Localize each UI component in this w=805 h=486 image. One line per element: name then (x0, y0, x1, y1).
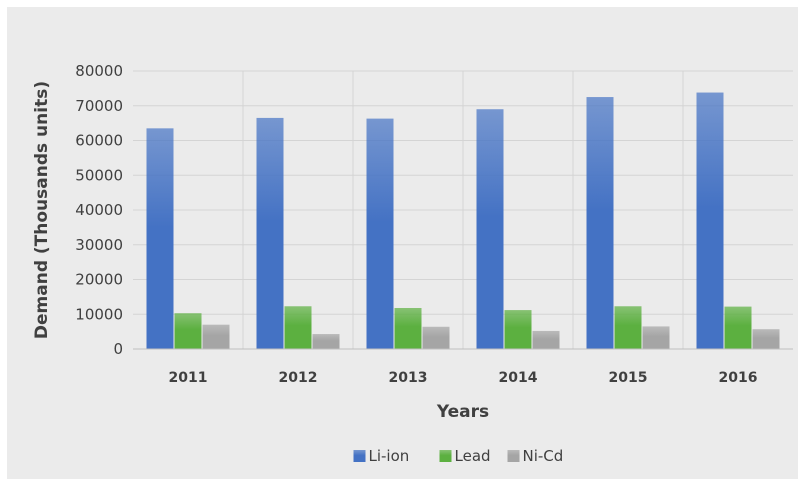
x-tick-label: 2016 (719, 370, 758, 386)
bar-ni-cd-2011 (202, 324, 230, 349)
y-tick-label: 60000 (75, 132, 123, 150)
y-tick-label: 20000 (75, 271, 123, 289)
bar-li-ion-2013 (366, 118, 394, 349)
y-tick-label: 10000 (75, 305, 123, 323)
legend-label: Ni-Cd (523, 447, 564, 465)
tick-labels: 0 10000 20000 30000 40000 50000 60000 70000 8000… (75, 62, 757, 386)
bar-lead-2011 (174, 313, 202, 349)
x-axis-title: Years (436, 402, 489, 422)
bars (146, 92, 780, 350)
bar-ni-cd-2015 (642, 326, 670, 349)
bar-li-ion-2012 (256, 117, 284, 349)
bar-lead-2013 (394, 307, 422, 349)
legend-swatch (439, 450, 452, 462)
y-tick-label: 30000 (75, 236, 123, 254)
bar-lead-2012 (284, 306, 312, 349)
x-tick-label: 2015 (609, 370, 648, 386)
legend-item-ni-cd[interactable]: Ni-Cd (507, 447, 564, 465)
legend-swatch (507, 450, 520, 462)
bar-li-ion-2016 (696, 92, 724, 350)
x-tick-label: 2011 (169, 370, 208, 386)
bar-ni-cd-2012 (312, 334, 340, 349)
y-tick-label: 70000 (75, 97, 123, 115)
legend-label: Lead (455, 447, 491, 465)
bar-chart: 0 10000 20000 30000 40000 50000 60000 70000 8000… (32, 62, 793, 465)
bar-lead-2014 (504, 310, 532, 349)
legend[interactable]: Li-ion Lead Ni-Cd (353, 447, 564, 465)
legend-item-lead[interactable]: Lead (439, 447, 491, 465)
y-tick-label: 50000 (75, 166, 123, 184)
y-tick-label: 0 (113, 340, 123, 358)
y-axis-title: Demand (Thousands units) (32, 81, 52, 339)
bar-lead-2015 (614, 306, 642, 349)
y-tick-label: 40000 (75, 201, 123, 219)
x-tick-label: 2013 (389, 370, 428, 386)
bar-li-ion-2015 (586, 97, 614, 349)
gridlines (133, 70, 793, 349)
legend-label: Li-ion (369, 447, 410, 465)
bar-li-ion-2011 (146, 128, 174, 349)
bar-ni-cd-2013 (422, 326, 450, 349)
legend-swatch (353, 450, 366, 462)
x-tick-label: 2014 (499, 370, 538, 386)
legend-item-li-ion[interactable]: Li-ion (353, 447, 410, 465)
bar-ni-cd-2014 (532, 330, 560, 349)
bar-li-ion-2014 (476, 109, 504, 349)
y-tick-label: 80000 (75, 62, 123, 80)
bar-ni-cd-2016 (752, 329, 780, 349)
x-tick-label: 2012 (279, 370, 318, 386)
bar-lead-2016 (724, 306, 752, 349)
chart-panel: 0 10000 20000 30000 40000 50000 60000 70000 8000… (7, 7, 798, 479)
